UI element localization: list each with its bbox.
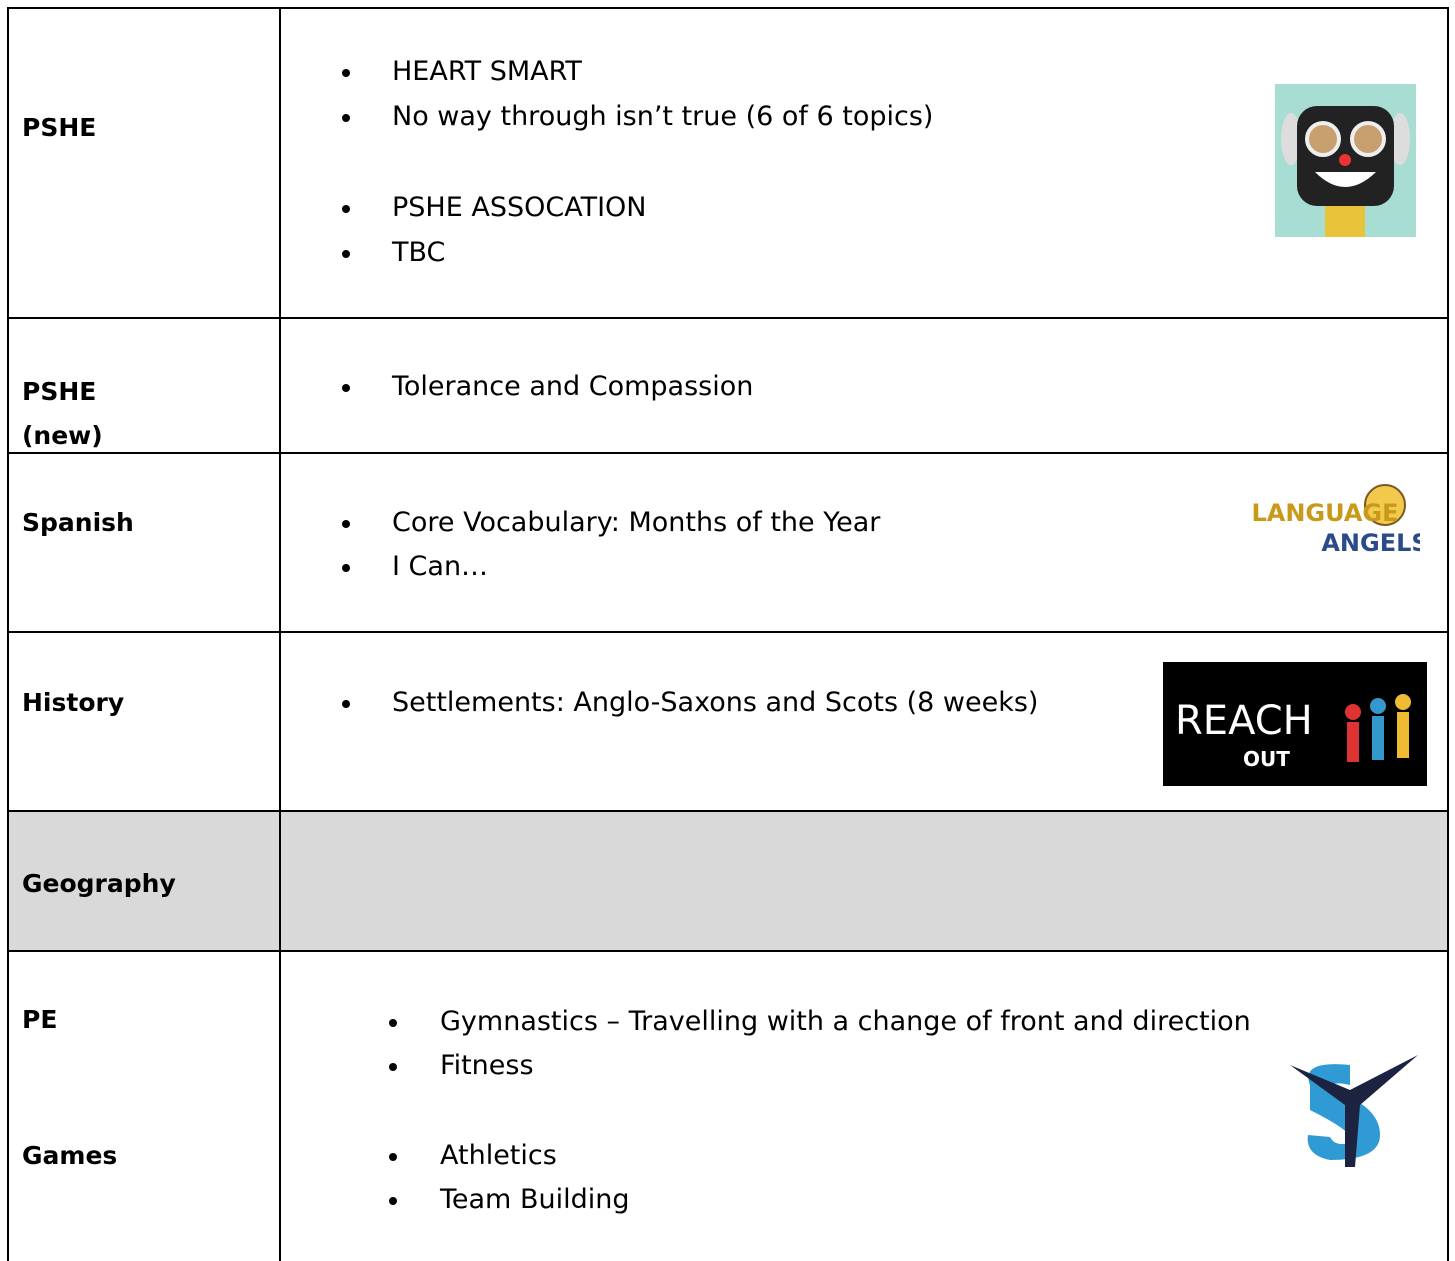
item: Tolerance and Compassion (392, 371, 754, 402)
logo-text: REACH (1175, 698, 1313, 744)
item: PSHE ASSOCATION (392, 192, 647, 223)
bullet (342, 384, 350, 392)
logo-text: LANGUAGE (1251, 499, 1398, 527)
bullet (342, 250, 350, 258)
item: TBC (392, 237, 446, 268)
border (7, 7, 9, 1261)
border (7, 452, 1449, 454)
border (7, 950, 1449, 952)
bullet (342, 520, 350, 528)
subject: Spanish (22, 508, 134, 537)
logo-text: ANGELS (1321, 529, 1420, 557)
subject: Geography (22, 869, 176, 898)
border (7, 7, 1449, 9)
bullet (389, 1197, 397, 1205)
bullet (342, 114, 350, 122)
item: No way through isn’t true (6 of 6 topics… (392, 101, 934, 132)
item: Settlements: Anglo-Saxons and Scots (8 w… (392, 687, 1039, 718)
reach-out-logo: REACH OUT (1163, 662, 1427, 786)
subject: PE (22, 1005, 58, 1034)
subject: History (22, 688, 125, 717)
logo-text: OUT (1243, 747, 1290, 771)
language-angels-logo: LANGUAGE ANGELS (1251, 484, 1420, 557)
shaded-row (9, 812, 1447, 950)
item: Fitness (440, 1050, 534, 1081)
bullet (389, 1063, 397, 1071)
gymnast-logo (1290, 1055, 1418, 1167)
item: Athletics (440, 1140, 557, 1171)
item: Gymnastics – Travelling with a change of… (440, 1006, 1251, 1037)
bullet (389, 1019, 397, 1027)
bullet (342, 69, 350, 77)
border (279, 810, 281, 950)
border (279, 7, 281, 1261)
border (1447, 7, 1449, 1261)
border (7, 631, 1449, 633)
subject: PSHE (22, 377, 97, 406)
border (7, 317, 1449, 319)
bullet (342, 700, 350, 708)
subject: Games (22, 1141, 118, 1170)
bullet (389, 1153, 397, 1161)
bullet (342, 205, 350, 213)
bullet (342, 564, 350, 572)
item: HEART SMART (392, 56, 582, 87)
subject: (new) (22, 421, 103, 450)
item: Core Vocabulary: Months of the Year (392, 507, 881, 538)
item: Team Building (440, 1184, 630, 1215)
item: I Can… (392, 551, 489, 582)
border (7, 810, 1449, 812)
subject: PSHE (22, 113, 97, 142)
robot-logo (1275, 84, 1416, 237)
